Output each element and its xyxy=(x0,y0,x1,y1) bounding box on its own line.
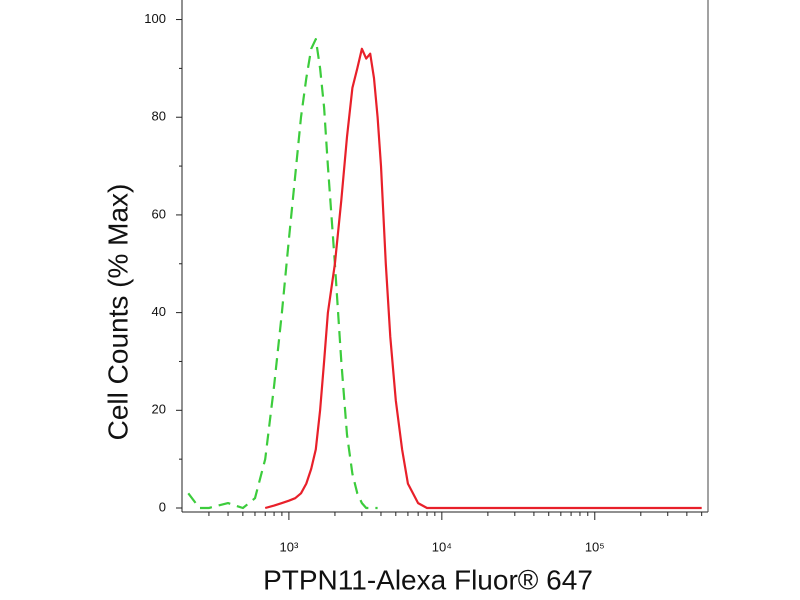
series-line xyxy=(264,47,702,510)
y-tick-label: 100 xyxy=(144,11,166,26)
y-tick-label: 60 xyxy=(152,206,166,221)
y-tick-label: 0 xyxy=(159,499,166,514)
y-axis-title: Cell Counts (% Max) xyxy=(102,184,133,441)
series-line xyxy=(187,38,378,510)
x-tick-label: 10⁴ xyxy=(432,539,452,554)
y-tick-label: 80 xyxy=(152,109,166,124)
x-axis-title: PTPN11-Alexa Fluor® 647 xyxy=(263,564,593,595)
y-tick-label: 40 xyxy=(152,304,166,319)
x-tick-label: 10⁵ xyxy=(585,539,605,554)
y-tick-label: 20 xyxy=(152,402,166,417)
x-tick-label: 10³ xyxy=(279,539,298,554)
